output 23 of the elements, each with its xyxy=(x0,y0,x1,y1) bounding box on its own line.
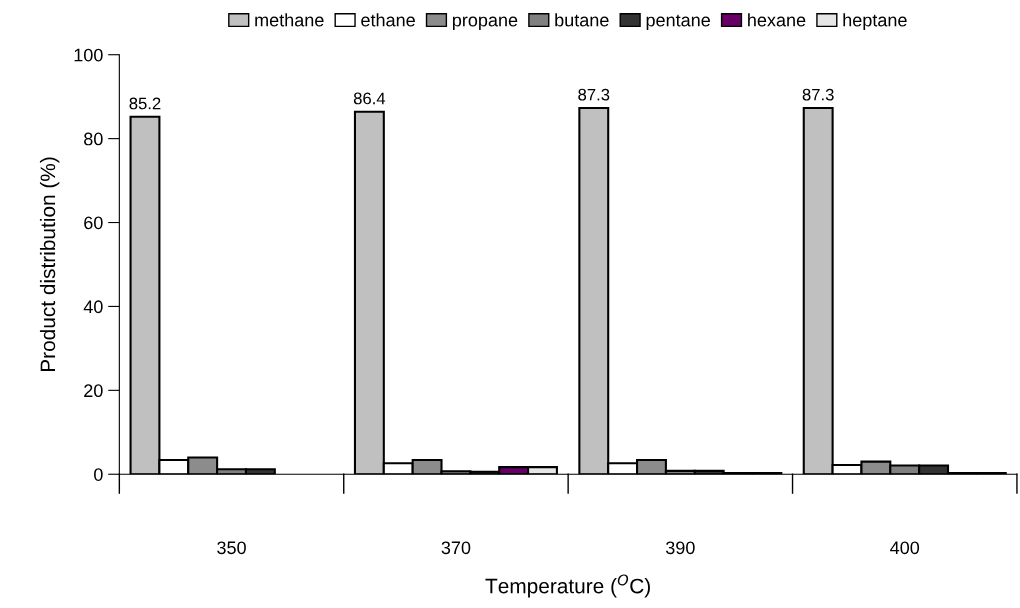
y-tick-label: 20 xyxy=(84,384,103,398)
x-tick-label: 370 xyxy=(441,541,471,555)
legend-label: hexane xyxy=(748,13,806,27)
data-label: 87.3 xyxy=(578,88,610,101)
legend-label: heptane xyxy=(843,13,907,31)
y-tick-label: 40 xyxy=(83,300,103,314)
data-label: 86.4 xyxy=(353,92,386,105)
legend-label: propane xyxy=(452,16,518,31)
y-tick-label: 80 xyxy=(84,132,103,146)
legend-label: pentane xyxy=(646,14,710,31)
x-tick-label: 400 xyxy=(890,541,920,555)
y-tick-label: 0 xyxy=(94,468,103,481)
legend-label: ethane xyxy=(361,13,415,27)
x-tick-label: 350 xyxy=(217,541,246,555)
y-tick-label: 60 xyxy=(84,216,103,230)
x-axis-title: Temperature ($^{O}$C) xyxy=(485,574,650,598)
legend-label: butane xyxy=(555,13,609,27)
data-label: 87.3 xyxy=(802,88,834,101)
x-tick-label: 390 xyxy=(665,541,695,555)
legend-label: methane xyxy=(255,13,324,27)
data-label: 85.2 xyxy=(129,97,161,110)
y-axis-title: Product distribution (%) xyxy=(39,157,60,372)
y-tick-label: 100 xyxy=(74,48,103,62)
